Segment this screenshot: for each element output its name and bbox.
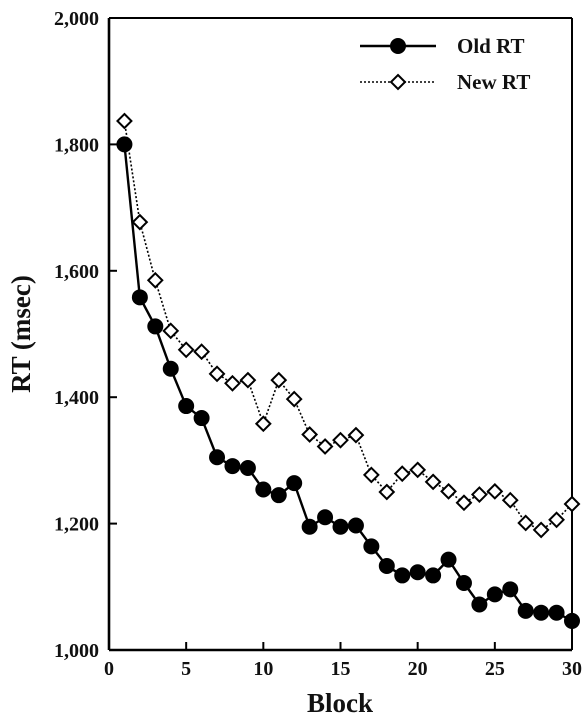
new-rt-point xyxy=(270,371,288,389)
old-rt-point xyxy=(193,410,210,427)
old-rt-point xyxy=(347,517,364,534)
new-rt-point xyxy=(254,415,272,433)
y-tick-label: 2,000 xyxy=(54,8,99,30)
old-rt-point xyxy=(564,612,580,629)
legend-marker xyxy=(389,73,407,91)
new-rt-point xyxy=(548,511,565,529)
new-rt-point xyxy=(393,465,411,483)
new-rt-point xyxy=(131,213,149,231)
x-axis-ticks: 0 5 10 15 20 25 30 xyxy=(104,642,582,680)
new-rt-point xyxy=(486,482,504,500)
new-rt-point xyxy=(532,521,550,539)
new-rt-point xyxy=(208,365,226,383)
y-tick-label: 1,400 xyxy=(54,387,99,409)
new-rt-point xyxy=(177,341,195,359)
legend-item-old-rt: Old RT xyxy=(360,34,525,58)
series-layer xyxy=(116,112,581,629)
old-rt-point xyxy=(332,518,349,535)
old-rt-point xyxy=(548,604,565,621)
old-rt-point xyxy=(455,575,472,592)
new-rt-point xyxy=(362,466,380,484)
old-rt-point xyxy=(533,604,550,621)
old-rt-point xyxy=(502,581,519,598)
y-tick-label: 1,200 xyxy=(54,514,99,536)
old-rt-point xyxy=(255,481,272,498)
new-rt-line xyxy=(123,120,573,531)
x-tick-label: 20 xyxy=(408,658,428,680)
new-rt-point xyxy=(517,514,535,532)
old-rt-point xyxy=(131,289,148,306)
new-rt-point xyxy=(347,426,365,444)
new-rt-point xyxy=(332,431,349,449)
legend-item-new-rt: New RT xyxy=(360,70,530,94)
new-rt-point xyxy=(224,374,241,392)
new-rt-point xyxy=(563,495,581,513)
new-rt-point xyxy=(162,322,180,340)
x-tick-label: 5 xyxy=(181,658,191,680)
plot-frame xyxy=(107,17,573,652)
new-rt-point xyxy=(316,438,334,455)
legend-label: New RT xyxy=(457,70,530,94)
y-tick-label: 1,600 xyxy=(54,261,99,283)
new-rt-point xyxy=(424,473,442,491)
old-rt-point xyxy=(286,475,303,492)
old-rt-point xyxy=(517,602,534,619)
old-rt-point xyxy=(317,509,334,526)
x-tick-label: 25 xyxy=(485,658,505,680)
old-rt-point xyxy=(270,487,287,504)
new-rt-point xyxy=(455,494,473,512)
new-rt-point xyxy=(501,491,519,509)
old-rt-point xyxy=(486,586,503,603)
new-rt-point xyxy=(301,426,319,443)
new-rt-point xyxy=(470,486,488,503)
old-rt-point xyxy=(162,360,179,377)
x-tick-label: 30 xyxy=(562,658,582,680)
new-rt-series xyxy=(116,112,581,539)
old-rt-point xyxy=(209,449,226,466)
new-rt-point xyxy=(193,343,211,361)
y-axis-title: RT (msec) xyxy=(6,275,36,393)
old-rt-series xyxy=(116,136,580,629)
old-rt-point xyxy=(224,458,241,475)
old-rt-point xyxy=(425,567,442,584)
x-axis-title: Block xyxy=(307,688,373,716)
new-rt-point xyxy=(378,483,396,501)
old-rt-point xyxy=(378,557,395,574)
new-rt-point xyxy=(146,271,164,289)
y-axis-ticks: 1,000 1,200 1,400 1,600 1,800 2,000 xyxy=(54,8,117,662)
old-rt-point xyxy=(440,551,457,568)
legend-label: Old RT xyxy=(457,34,525,58)
old-rt-point xyxy=(239,459,256,476)
old-rt-point xyxy=(394,567,411,584)
old-rt-point xyxy=(116,136,133,153)
legend-marker xyxy=(390,38,406,54)
x-tick-label: 10 xyxy=(253,658,273,680)
new-rt-point xyxy=(409,461,427,479)
y-tick-label: 1,000 xyxy=(54,640,99,662)
new-rt-point xyxy=(440,482,457,500)
old-rt-point xyxy=(409,564,426,581)
old-rt-line xyxy=(123,144,573,622)
old-rt-point xyxy=(363,538,380,555)
new-rt-point xyxy=(116,112,133,130)
old-rt-point xyxy=(471,596,488,613)
x-tick-label: 15 xyxy=(331,658,351,680)
old-rt-point xyxy=(147,318,164,335)
new-rt-point xyxy=(239,371,257,389)
legend: Old RT New RT xyxy=(360,34,530,94)
old-rt-point xyxy=(301,518,318,535)
x-tick-label: 0 xyxy=(104,658,114,680)
old-rt-point xyxy=(178,398,195,415)
y-tick-label: 1,800 xyxy=(54,134,99,156)
new-rt-point xyxy=(285,390,303,408)
